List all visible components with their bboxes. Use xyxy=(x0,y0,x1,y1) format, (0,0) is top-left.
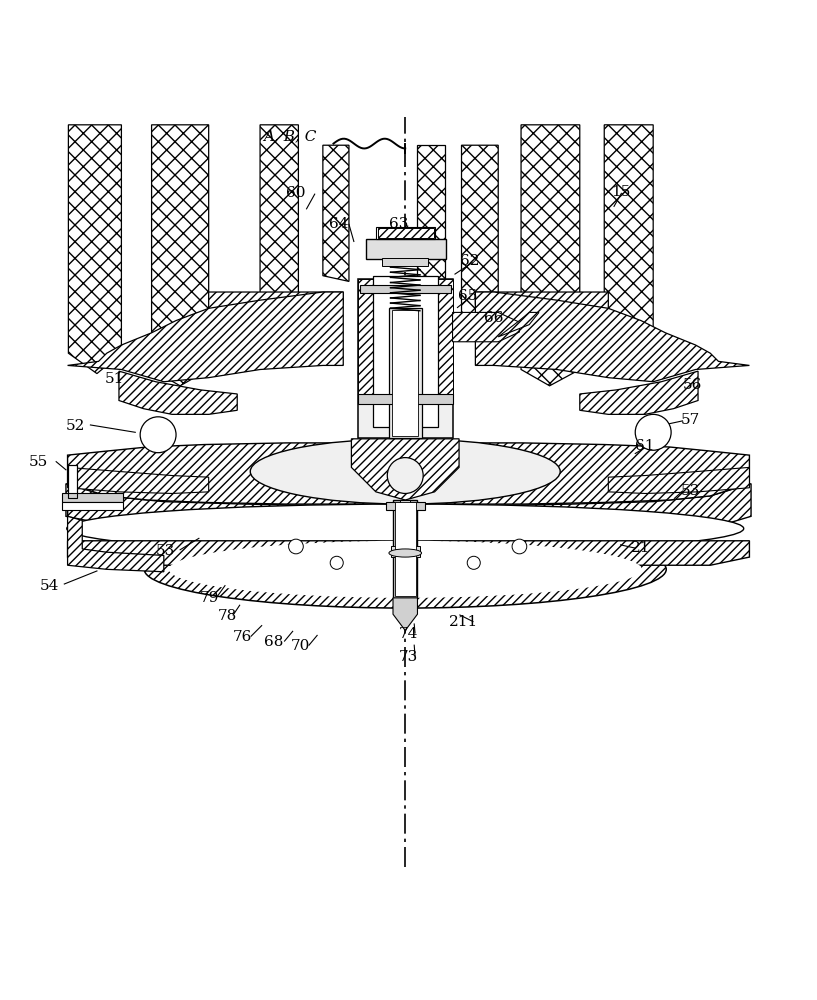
Circle shape xyxy=(467,556,480,569)
Bar xyxy=(358,394,453,404)
Polygon shape xyxy=(462,145,498,329)
Polygon shape xyxy=(260,125,298,329)
Bar xyxy=(393,500,417,598)
Text: 53: 53 xyxy=(156,544,175,558)
Text: 65: 65 xyxy=(458,289,477,303)
Polygon shape xyxy=(475,292,749,382)
Polygon shape xyxy=(417,145,445,281)
Bar xyxy=(389,308,422,438)
Bar xyxy=(68,465,78,498)
Ellipse shape xyxy=(389,549,422,557)
Bar xyxy=(376,227,435,239)
Bar xyxy=(377,228,434,238)
Circle shape xyxy=(141,417,176,453)
Bar xyxy=(438,279,453,402)
Polygon shape xyxy=(605,125,653,370)
Polygon shape xyxy=(66,484,751,542)
Bar xyxy=(358,279,453,438)
Polygon shape xyxy=(152,125,208,386)
Text: 64: 64 xyxy=(329,217,349,231)
Bar xyxy=(400,500,410,549)
Bar xyxy=(366,239,446,259)
Polygon shape xyxy=(68,504,164,572)
Polygon shape xyxy=(351,439,459,500)
Polygon shape xyxy=(119,371,237,414)
Text: 73: 73 xyxy=(399,650,418,664)
Text: 60: 60 xyxy=(286,186,306,200)
Text: 21: 21 xyxy=(632,541,650,555)
Text: 52: 52 xyxy=(66,419,86,433)
Text: 53: 53 xyxy=(681,484,699,498)
Text: 57: 57 xyxy=(681,413,699,427)
Bar xyxy=(391,546,420,557)
Bar xyxy=(62,502,123,510)
Polygon shape xyxy=(323,145,349,281)
Bar xyxy=(359,285,451,293)
Polygon shape xyxy=(475,292,609,329)
Polygon shape xyxy=(68,541,749,565)
Text: 54: 54 xyxy=(40,579,60,593)
Bar xyxy=(392,310,418,436)
Text: 55: 55 xyxy=(29,455,48,469)
Text: 79: 79 xyxy=(200,591,219,605)
Text: A, B, C: A, B, C xyxy=(264,129,317,143)
Bar xyxy=(395,502,416,596)
Bar xyxy=(382,258,428,266)
Polygon shape xyxy=(521,125,580,386)
Polygon shape xyxy=(208,292,343,329)
Text: 74: 74 xyxy=(399,627,418,641)
Bar xyxy=(386,502,425,510)
Text: 78: 78 xyxy=(218,609,237,623)
Circle shape xyxy=(636,414,671,450)
Polygon shape xyxy=(498,312,539,337)
Text: 56: 56 xyxy=(683,378,702,392)
Ellipse shape xyxy=(168,541,642,598)
Circle shape xyxy=(387,458,423,493)
Polygon shape xyxy=(68,292,343,382)
Bar xyxy=(373,276,438,427)
Text: 76: 76 xyxy=(232,630,252,644)
Circle shape xyxy=(288,539,303,554)
Polygon shape xyxy=(580,371,698,414)
Ellipse shape xyxy=(67,504,743,553)
Circle shape xyxy=(512,539,527,554)
Text: 51: 51 xyxy=(105,372,124,386)
Polygon shape xyxy=(68,467,208,493)
Bar xyxy=(68,465,78,498)
Bar xyxy=(62,493,123,502)
Circle shape xyxy=(330,556,343,569)
Text: 62: 62 xyxy=(460,254,480,268)
Text: 70: 70 xyxy=(291,639,310,653)
Bar xyxy=(358,279,373,402)
Ellipse shape xyxy=(145,531,666,608)
Polygon shape xyxy=(453,312,520,342)
Ellipse shape xyxy=(250,439,560,504)
Text: 63: 63 xyxy=(389,217,408,231)
Polygon shape xyxy=(393,598,417,630)
Text: 61: 61 xyxy=(636,439,654,453)
Text: 211: 211 xyxy=(449,615,479,629)
Text: 68: 68 xyxy=(264,635,283,649)
Polygon shape xyxy=(609,467,749,493)
Text: 15: 15 xyxy=(611,185,630,199)
Polygon shape xyxy=(69,125,122,374)
Text: 66: 66 xyxy=(484,311,504,325)
Polygon shape xyxy=(68,443,749,504)
